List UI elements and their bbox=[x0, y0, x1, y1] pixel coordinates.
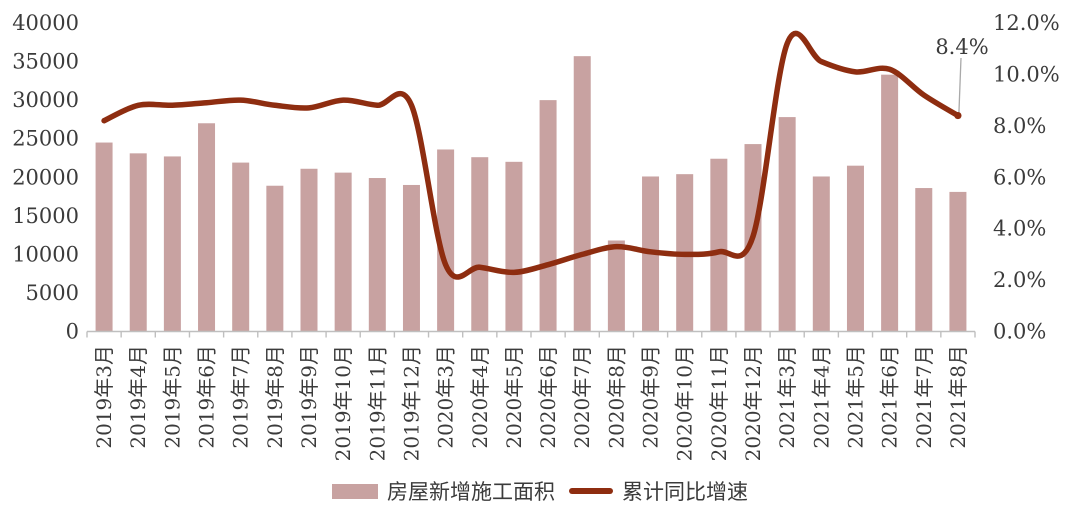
legend-bar-label: 房屋新增施工面积 bbox=[387, 480, 555, 504]
left-axis-tick-label: 10000 bbox=[12, 242, 79, 266]
right-axis-tick-label: 12.0% bbox=[993, 11, 1060, 35]
annotation-label: 8.4% bbox=[935, 35, 988, 59]
bar bbox=[949, 191, 967, 332]
left-axis-tick-label: 40000 bbox=[12, 11, 79, 35]
x-axis-category-label: 2019年10月 bbox=[331, 345, 355, 461]
left-axis-tick-label: 0 bbox=[66, 320, 79, 344]
right-axis-tick-label: 8.0% bbox=[993, 114, 1046, 138]
bar bbox=[915, 188, 933, 332]
right-axis-tick-label: 4.0% bbox=[993, 217, 1046, 241]
bar bbox=[710, 158, 728, 332]
x-axis-category-label: 2021年6月 bbox=[878, 345, 902, 449]
bar bbox=[846, 165, 864, 332]
left-axis-tick-label: 35000 bbox=[12, 50, 79, 74]
x-axis-category-label: 2020年7月 bbox=[570, 345, 594, 449]
bar bbox=[232, 162, 250, 332]
line-series-swatch-icon bbox=[569, 488, 613, 494]
x-axis-category-label: 2019年9月 bbox=[297, 345, 321, 449]
legend-line-label: 累计同比增速 bbox=[622, 480, 748, 504]
bar bbox=[881, 74, 899, 332]
bar-series-swatch-icon bbox=[332, 483, 378, 499]
bar bbox=[607, 240, 625, 332]
x-axis-category-label: 2020年3月 bbox=[434, 345, 458, 449]
growth-rate-line bbox=[101, 30, 961, 280]
bar bbox=[402, 184, 420, 332]
left-axis-tick-label: 5000 bbox=[26, 281, 79, 305]
x-axis-category-label: 2021年4月 bbox=[809, 345, 833, 449]
left-axis-tick-label: 25000 bbox=[12, 127, 79, 151]
bar bbox=[573, 56, 591, 332]
bar bbox=[505, 161, 523, 332]
x-axis-category-label: 2019年5月 bbox=[160, 345, 184, 449]
x-axis-category-label: 2020年5月 bbox=[502, 345, 526, 449]
bar bbox=[95, 142, 113, 332]
bar bbox=[437, 149, 455, 332]
x-axis-category-label: 2019年7月 bbox=[229, 345, 253, 449]
x-axis-category-label: 2019年3月 bbox=[92, 345, 116, 449]
x-axis-category-label: 2020年11月 bbox=[707, 345, 731, 461]
x-axis-category-label: 2021年7月 bbox=[912, 345, 936, 449]
bar bbox=[368, 178, 386, 332]
x-axis-category-label: 2019年4月 bbox=[126, 345, 150, 449]
bar bbox=[266, 185, 284, 332]
bar bbox=[471, 157, 489, 332]
x-axis-category-label: 2019年6月 bbox=[195, 345, 219, 449]
bar bbox=[300, 168, 318, 332]
x-axis-category-label: 2021年5月 bbox=[843, 345, 867, 449]
x-axis-category-label: 2020年10月 bbox=[673, 345, 697, 461]
annotation-point-marker bbox=[954, 111, 962, 120]
legend-item-bar-series: 房屋新增施工面积 bbox=[332, 476, 555, 506]
bar bbox=[129, 153, 147, 332]
left-axis-tick-label: 20000 bbox=[12, 165, 79, 189]
right-axis-tick-label: 10.0% bbox=[993, 62, 1060, 86]
left-axis-tick-label: 30000 bbox=[12, 88, 79, 112]
bar bbox=[163, 156, 181, 332]
x-axis-category-label: 2019年11月 bbox=[365, 345, 389, 461]
x-axis-category-label: 2019年8月 bbox=[263, 345, 287, 449]
left-axis-tick-label: 15000 bbox=[12, 204, 79, 228]
bar bbox=[198, 123, 216, 332]
x-axis-category-label: 2020年9月 bbox=[639, 345, 663, 449]
x-axis-category-label: 2020年12月 bbox=[741, 345, 765, 461]
right-axis-tick-label: 0.0% bbox=[993, 320, 1046, 344]
x-axis-category-label: 2021年8月 bbox=[946, 345, 970, 449]
x-axis-category-label: 2019年12月 bbox=[399, 345, 423, 461]
x-axis-category-label: 2020年8月 bbox=[604, 345, 628, 449]
bar bbox=[778, 117, 796, 332]
right-axis-tick-label: 2.0% bbox=[993, 268, 1046, 292]
legend-item-line-series: 累计同比增速 bbox=[555, 476, 748, 506]
bar bbox=[539, 100, 557, 332]
x-axis-category-label: 2020年4月 bbox=[468, 345, 492, 449]
bar bbox=[812, 176, 830, 332]
x-axis-category-label: 2020年6月 bbox=[536, 345, 560, 449]
annotation-leader-line bbox=[958, 57, 962, 113]
chart-legend: 房屋新增施工面积 累计同比增速 bbox=[0, 476, 1080, 506]
x-axis-category-label: 2021年3月 bbox=[775, 345, 799, 449]
bar bbox=[334, 172, 352, 332]
right-axis-tick-label: 6.0% bbox=[993, 165, 1046, 189]
